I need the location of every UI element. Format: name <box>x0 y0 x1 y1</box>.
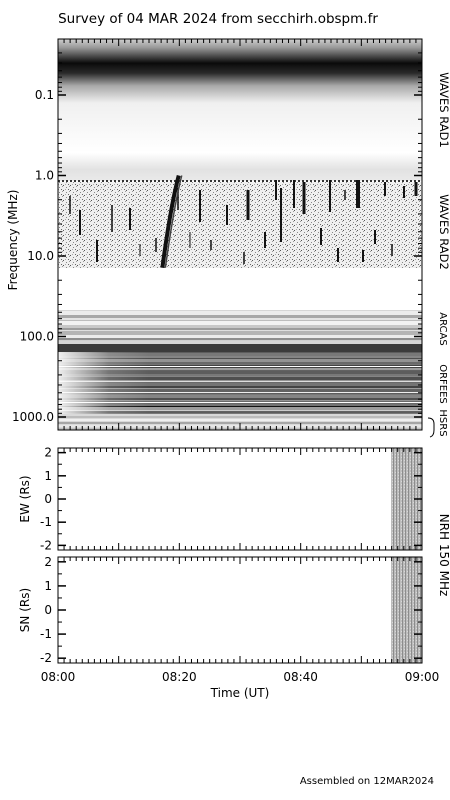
nrh-sn-ylabel: SN (Rs) <box>18 588 32 632</box>
nrh-ew-ylabel: EW (Rs) <box>18 475 32 522</box>
nrh-ytick-label: -2 <box>40 651 52 665</box>
nrh-ytick-label: -1 <box>40 627 52 641</box>
spectrum-ylabel: Frequency (MHz) <box>6 190 20 291</box>
nrh-ew-frame <box>57 447 423 551</box>
spectrum-axis: 0.1 1.0 10.0 100.0 1000.0 <box>12 39 423 430</box>
spectrum-ytick-label: 100.0 <box>20 330 54 344</box>
rad2-spectrum <box>58 182 422 268</box>
rad1-spectrum <box>58 39 422 181</box>
arcas-spectrum <box>58 310 422 352</box>
time-tick-label: 08:20 <box>162 670 197 684</box>
assembled-footer: Assembled on 12MAR2024 <box>300 776 434 787</box>
instrument-label: WAVES RAD2 <box>437 194 450 270</box>
orfees-fade <box>58 352 422 414</box>
time-tick-label: 09:00 <box>405 670 440 684</box>
time-tick-label: 08:00 <box>41 670 76 684</box>
nrh-ytick-label: -1 <box>40 515 52 529</box>
nrh-ytick-label: -2 <box>40 538 52 552</box>
instrument-label: ORFEES <box>437 364 448 404</box>
nrh-sn-panel: 2 1 0 -1 -2 SN (Rs) <box>18 555 423 665</box>
nrh-ytick-label: 1 <box>44 469 52 483</box>
spectrum-ytick-label: 1000.0 <box>12 410 54 424</box>
nrh-sn-axis: 2 1 0 -1 -2 <box>40 555 423 665</box>
dynamic-spectrum-panel: 0.1 1.0 10.0 100.0 1000.0 Frequency (MHz) WA… <box>6 38 450 438</box>
nrh-ytick-label: 0 <box>44 492 52 506</box>
nrh-ew-axis: 2 1 0 -1 -2 <box>40 446 423 552</box>
nrh-label: NRH 150 MHz <box>437 514 450 597</box>
nrh-ytick-label: 0 <box>44 603 52 617</box>
time-tick-label: 08:40 <box>283 670 318 684</box>
spectrum-ytick-label: 10.0 <box>27 249 54 263</box>
nrh-ytick-label: 1 <box>44 579 52 593</box>
instrument-labels: WAVES RAD1 WAVES RAD2 ARCAS ORFEES HSRS <box>427 72 450 438</box>
spectrum-ytick-label: 1.0 <box>35 169 54 183</box>
spectrum-ytick-label: 0.1 <box>35 88 54 102</box>
rad2-burst-marks <box>69 174 418 269</box>
instrument-label: ARCAS <box>437 312 448 345</box>
nrh-ytick-label: 2 <box>44 446 52 460</box>
nrh-ytick-label: 2 <box>44 555 52 569</box>
nrh-ew-panel: 2 1 0 -1 -2 EW (Rs) <box>18 446 423 552</box>
nrh-sn-frame <box>57 556 423 664</box>
instrument-label: WAVES RAD1 <box>437 72 450 148</box>
figure-title: Survey of 04 MAR 2024 from secchirh.obsp… <box>58 11 378 27</box>
time-axis: 08:00 08:20 08:40 09:00 <box>41 670 440 684</box>
data-gap <box>58 268 422 309</box>
time-axis-label: Time (UT) <box>210 686 270 700</box>
instrument-label: HSRS <box>437 409 448 436</box>
